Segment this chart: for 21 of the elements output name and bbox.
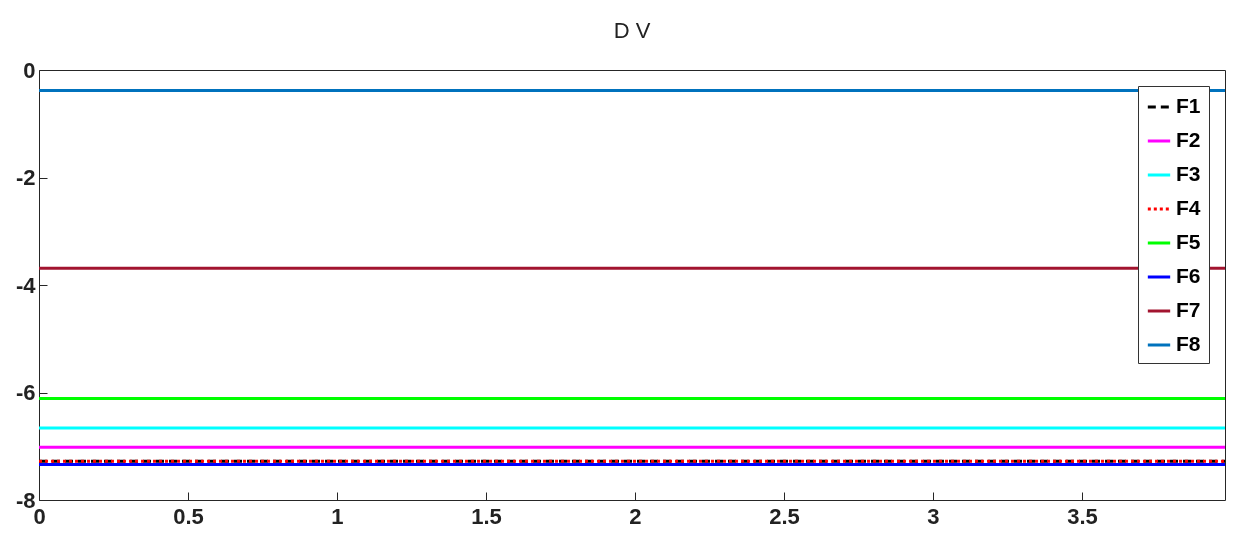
legend-label: F1	[1176, 94, 1201, 117]
y-tick-label: -6	[15, 380, 36, 405]
legend-label: F6	[1176, 264, 1201, 287]
legend-label: F8	[1176, 332, 1201, 355]
legend-label: F3	[1176, 162, 1201, 185]
x-tick-label: 2	[629, 503, 642, 529]
y-tick-label: -2	[15, 165, 36, 190]
legend-label: F7	[1176, 298, 1201, 321]
legend-label: F4	[1176, 196, 1201, 219]
legend-label: F2	[1176, 128, 1201, 151]
x-tick-label: 1	[331, 503, 344, 529]
chart-title: D V	[613, 18, 651, 43]
x-tick-label: 3.5	[1067, 503, 1098, 529]
x-tick-label: 2.5	[769, 503, 800, 529]
y-tick-label: 0	[23, 57, 36, 83]
y-tick-label: -8	[15, 487, 36, 513]
legend-label: F5	[1176, 230, 1201, 253]
x-tick-label: 0.5	[173, 503, 204, 529]
x-tick-label: 3	[927, 503, 940, 529]
y-tick-label: -4	[15, 272, 37, 298]
x-tick-label: 1.5	[471, 503, 502, 529]
